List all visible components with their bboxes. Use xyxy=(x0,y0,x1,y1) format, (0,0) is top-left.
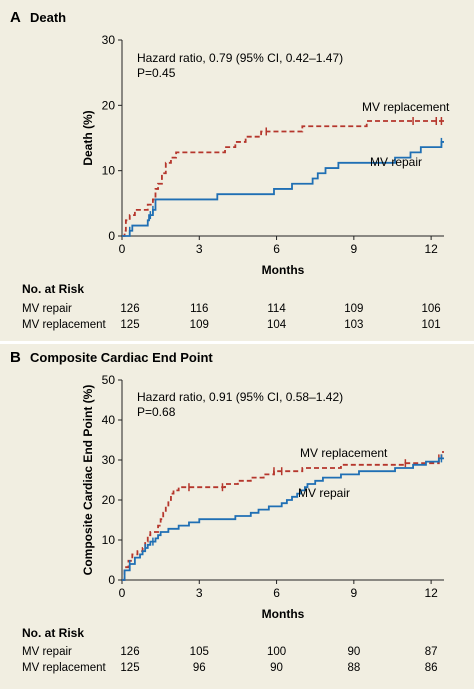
panel-a-y-tick-label: 10 xyxy=(102,164,116,178)
panel-a-risk-value: 109 xyxy=(344,303,363,315)
panel-a-risk-value: 125 xyxy=(120,319,139,331)
panel-b-x-tick-label: 3 xyxy=(196,586,203,600)
panel-b-x-tick-label: 12 xyxy=(424,586,438,600)
panel-b-annotation-line: P=0.68 xyxy=(137,405,176,419)
panel-a-label-replacement: MV replacement xyxy=(362,100,450,114)
plot-a: 0 10 20 30 0 3 6 9 12 Months Death (%) Hazard ratio… xyxy=(81,33,450,277)
plot-b: 0 10 20 30 40 50 0 3 6 9 12 Months Composite Cardiac… xyxy=(81,373,444,621)
panel-b-x-axis-title: Months xyxy=(262,607,305,621)
panel-a-risk-value: 104 xyxy=(267,319,287,331)
panel-b-risk-label-replacement: MV replacement xyxy=(22,662,107,674)
panel-b-risk-value: 96 xyxy=(193,662,206,674)
panel-b-y-tick-label: 20 xyxy=(102,493,116,507)
panel-a-risk-value: 116 xyxy=(190,303,208,315)
panel-b-x-tick-label: 9 xyxy=(350,586,357,600)
panel-a-risk-label-repair: MV repair xyxy=(22,303,72,315)
panel-b-risk-label-repair: MV repair xyxy=(22,646,72,658)
panel-a-risk-value: 101 xyxy=(422,319,441,331)
panel-a-risk-value: 114 xyxy=(267,303,286,315)
panel-b-risk-value: 88 xyxy=(347,662,360,674)
panel-b-curve-repair xyxy=(122,457,444,581)
panel-a-label-repair: MV repair xyxy=(370,155,422,169)
panel-a-x-tick-label: 0 xyxy=(119,242,126,256)
panel-b-risk-value: 100 xyxy=(267,646,286,658)
panel-b-risk-value: 86 xyxy=(425,662,438,674)
panel-a-y-tick-label: 0 xyxy=(108,229,115,243)
panel-a-risk-heading: No. at Risk xyxy=(22,282,84,296)
panel-a-background xyxy=(0,0,474,341)
panel-b-risk-value: 126 xyxy=(120,646,139,658)
panel-a-curve-repair xyxy=(122,141,444,237)
panel-b-annotation-line: Hazard ratio, 0.91 (95% CI, 0.58–1.42) xyxy=(137,390,343,404)
panel-b-risk-value: 87 xyxy=(425,646,438,658)
panel-a-y-tick-label: 20 xyxy=(102,98,116,112)
panel-b-y-tick-label: 40 xyxy=(102,413,116,427)
panel-b-letter: B xyxy=(10,349,21,366)
panel-b-label-repair: MV repair xyxy=(298,486,350,500)
panel-a-annotation-line: P=0.45 xyxy=(137,66,176,80)
panel-b-title: Composite Cardiac End Point xyxy=(30,350,213,365)
panel-a-title: Death xyxy=(30,10,66,25)
panel-a-x-tick-label: 6 xyxy=(273,242,280,256)
panel-b-x-tick-label: 6 xyxy=(273,586,280,600)
panel-b-y-tick-label: 0 xyxy=(108,573,115,587)
panel-a-curve-replacement xyxy=(122,120,444,237)
panel-a-risk-value: 126 xyxy=(120,303,139,315)
panel-divider xyxy=(0,341,474,344)
panel-b-risk-value: 125 xyxy=(120,662,139,674)
panel-b-risk-value: 105 xyxy=(190,646,209,658)
panel-b-risk-values: 126 105 100 90 87 125 96 90 88 86 xyxy=(120,646,437,674)
panel-a-risk-value: 103 xyxy=(344,319,363,331)
panel-a-letter: A xyxy=(10,9,21,26)
panel-a-x-axis-title: Months xyxy=(262,263,305,277)
panel-a-risk-value: 109 xyxy=(190,319,209,331)
panel-a-x-tick-label: 12 xyxy=(424,242,438,256)
panel-a-risk-values: 126 116 114 109 106 125 109 104 103 101 xyxy=(120,303,440,331)
panel-b-risk-value: 90 xyxy=(347,646,360,658)
panel-b-x-tick-label: 0 xyxy=(119,586,126,600)
panel-a-x-tick-label: 9 xyxy=(350,242,357,256)
panel-b-risk-heading: No. at Risk xyxy=(22,626,84,640)
panel-b-y-tick-label: 10 xyxy=(102,533,116,547)
panel-a-y-axis-title: Death (%) xyxy=(81,110,95,165)
panel-b-y-tick-label: 50 xyxy=(102,373,116,387)
panel-a-annotation-line: Hazard ratio, 0.79 (95% CI, 0.42–1.47) xyxy=(137,51,343,65)
panel-b-risk-value: 90 xyxy=(270,662,283,674)
panel-b-y-tick-label: 30 xyxy=(102,453,116,467)
panel-b-y-axis-title: Composite Cardiac End Point (%) xyxy=(81,385,95,576)
panel-b-label-replacement: MV replacement xyxy=(300,446,388,460)
panel-a-risk-label-replacement: MV replacement xyxy=(22,319,107,331)
panel-a-risk-value: 106 xyxy=(422,303,441,315)
panel-a-x-tick-label: 3 xyxy=(196,242,203,256)
panel-a-y-tick-label: 30 xyxy=(102,33,116,47)
